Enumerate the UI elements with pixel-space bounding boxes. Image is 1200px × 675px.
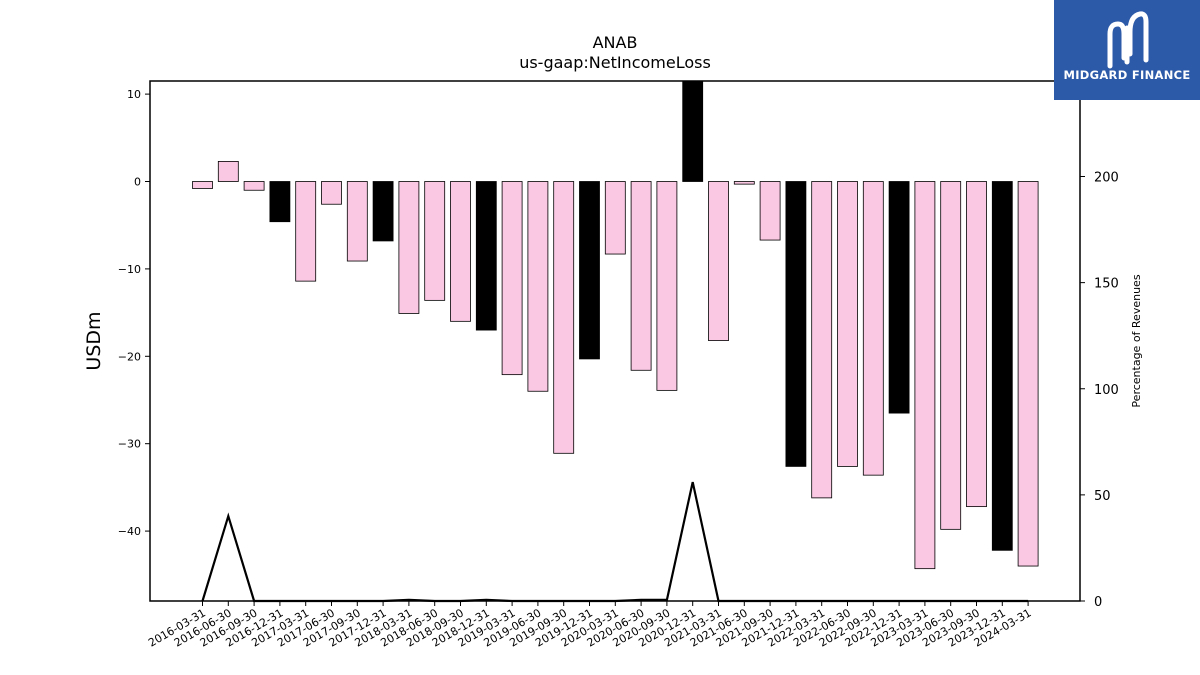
bar xyxy=(991,181,1013,551)
y-axis-left: 10 0 −10 −20 −30 −40 xyxy=(118,88,150,538)
bar xyxy=(579,181,600,360)
bar xyxy=(759,181,781,241)
midgard-emblem-icon xyxy=(1107,11,1149,69)
bar xyxy=(553,181,575,454)
bar xyxy=(862,181,884,476)
y-tick-label: 10 xyxy=(127,88,141,101)
line-layer xyxy=(201,481,1029,603)
brand-name: MIDGARD FINANCE xyxy=(1063,68,1191,82)
bar xyxy=(192,181,213,189)
y2-tick-label: 150 xyxy=(1094,277,1119,292)
y-tick-label: −30 xyxy=(118,438,141,451)
y2-tick-label: 100 xyxy=(1094,383,1119,398)
bar xyxy=(604,181,626,255)
bar xyxy=(346,181,368,262)
bar xyxy=(321,181,342,205)
bar xyxy=(398,181,420,314)
bar xyxy=(501,181,523,376)
bar xyxy=(1017,181,1039,567)
y2-tick-label: 200 xyxy=(1094,171,1119,186)
bar-layer xyxy=(192,80,1039,570)
chart-subtitle: us-gaap:NetIncomeLoss xyxy=(519,53,711,72)
bar xyxy=(295,181,317,282)
percentage-line xyxy=(201,481,1029,603)
y-tick-label: −10 xyxy=(118,263,141,276)
bar xyxy=(269,181,291,223)
bar xyxy=(656,181,678,391)
bar xyxy=(785,181,807,467)
bar xyxy=(914,181,936,570)
y-axis-right: 0 50 100 150 200 xyxy=(1080,171,1119,610)
bar xyxy=(940,181,962,530)
bar xyxy=(450,181,471,322)
bar xyxy=(733,181,755,185)
bar xyxy=(243,181,265,191)
y2-tick-label: 50 xyxy=(1094,489,1111,504)
bar xyxy=(682,80,704,182)
bar xyxy=(837,181,858,467)
bar xyxy=(630,181,652,371)
bar xyxy=(708,181,729,341)
bar xyxy=(372,181,394,242)
y-tick-label: −20 xyxy=(118,350,141,363)
y-axis-label: USDm xyxy=(83,311,105,370)
brand-logo: MIDGARD FINANCE xyxy=(1054,0,1200,100)
bar xyxy=(217,161,239,182)
bar xyxy=(888,181,910,414)
chart-title: ANAB xyxy=(593,33,638,52)
x-axis: 2016-03-312016-06-302016-09-302016-12-31… xyxy=(146,601,1034,650)
bar xyxy=(424,181,446,301)
bar xyxy=(966,181,987,508)
bar xyxy=(811,181,833,499)
y-tick-label: 0 xyxy=(134,176,141,189)
y2-tick-label: 0 xyxy=(1094,595,1102,610)
bar xyxy=(475,181,497,331)
y-tick-label: −40 xyxy=(118,525,141,538)
y2-axis-label: Percentage of Revenues xyxy=(1130,274,1143,407)
bar xyxy=(527,181,549,392)
